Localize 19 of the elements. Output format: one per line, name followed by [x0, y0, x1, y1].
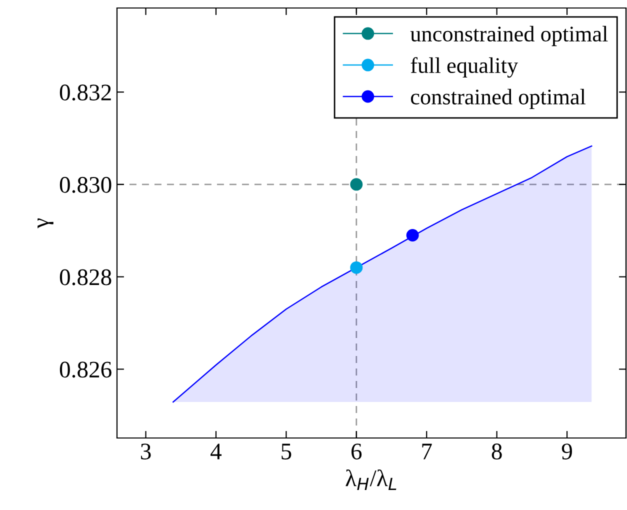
- x-tick-label: 3: [141, 444, 151, 460]
- x-tick-label: 4: [210, 444, 222, 460]
- x-axis-title: λ$_{H}$/λ$_{L}$: [346, 469, 396, 490]
- legend-label: constrained optimal: [410, 88, 586, 110]
- x-tick-label: 8: [492, 444, 502, 460]
- y-tick-label: 0.830: [60, 176, 112, 193]
- x-tick-label: 9: [562, 444, 572, 460]
- point: [350, 178, 363, 191]
- point: [406, 228, 419, 242]
- y-tick-label: 0.832: [60, 84, 111, 101]
- x-tick-label: 7: [422, 444, 432, 460]
- x-tick-label: 6: [352, 444, 362, 460]
- y-tick-label: 0.826: [60, 362, 112, 378]
- legend-label: unconstrained optimal: [410, 26, 608, 46]
- legend-label: full equality: [410, 57, 518, 78]
- point: [350, 261, 363, 274]
- x-tick-label: 5: [282, 444, 292, 460]
- y-axis-title: γ: [38, 218, 54, 228]
- y-tick-label: 0.828: [60, 269, 112, 286]
